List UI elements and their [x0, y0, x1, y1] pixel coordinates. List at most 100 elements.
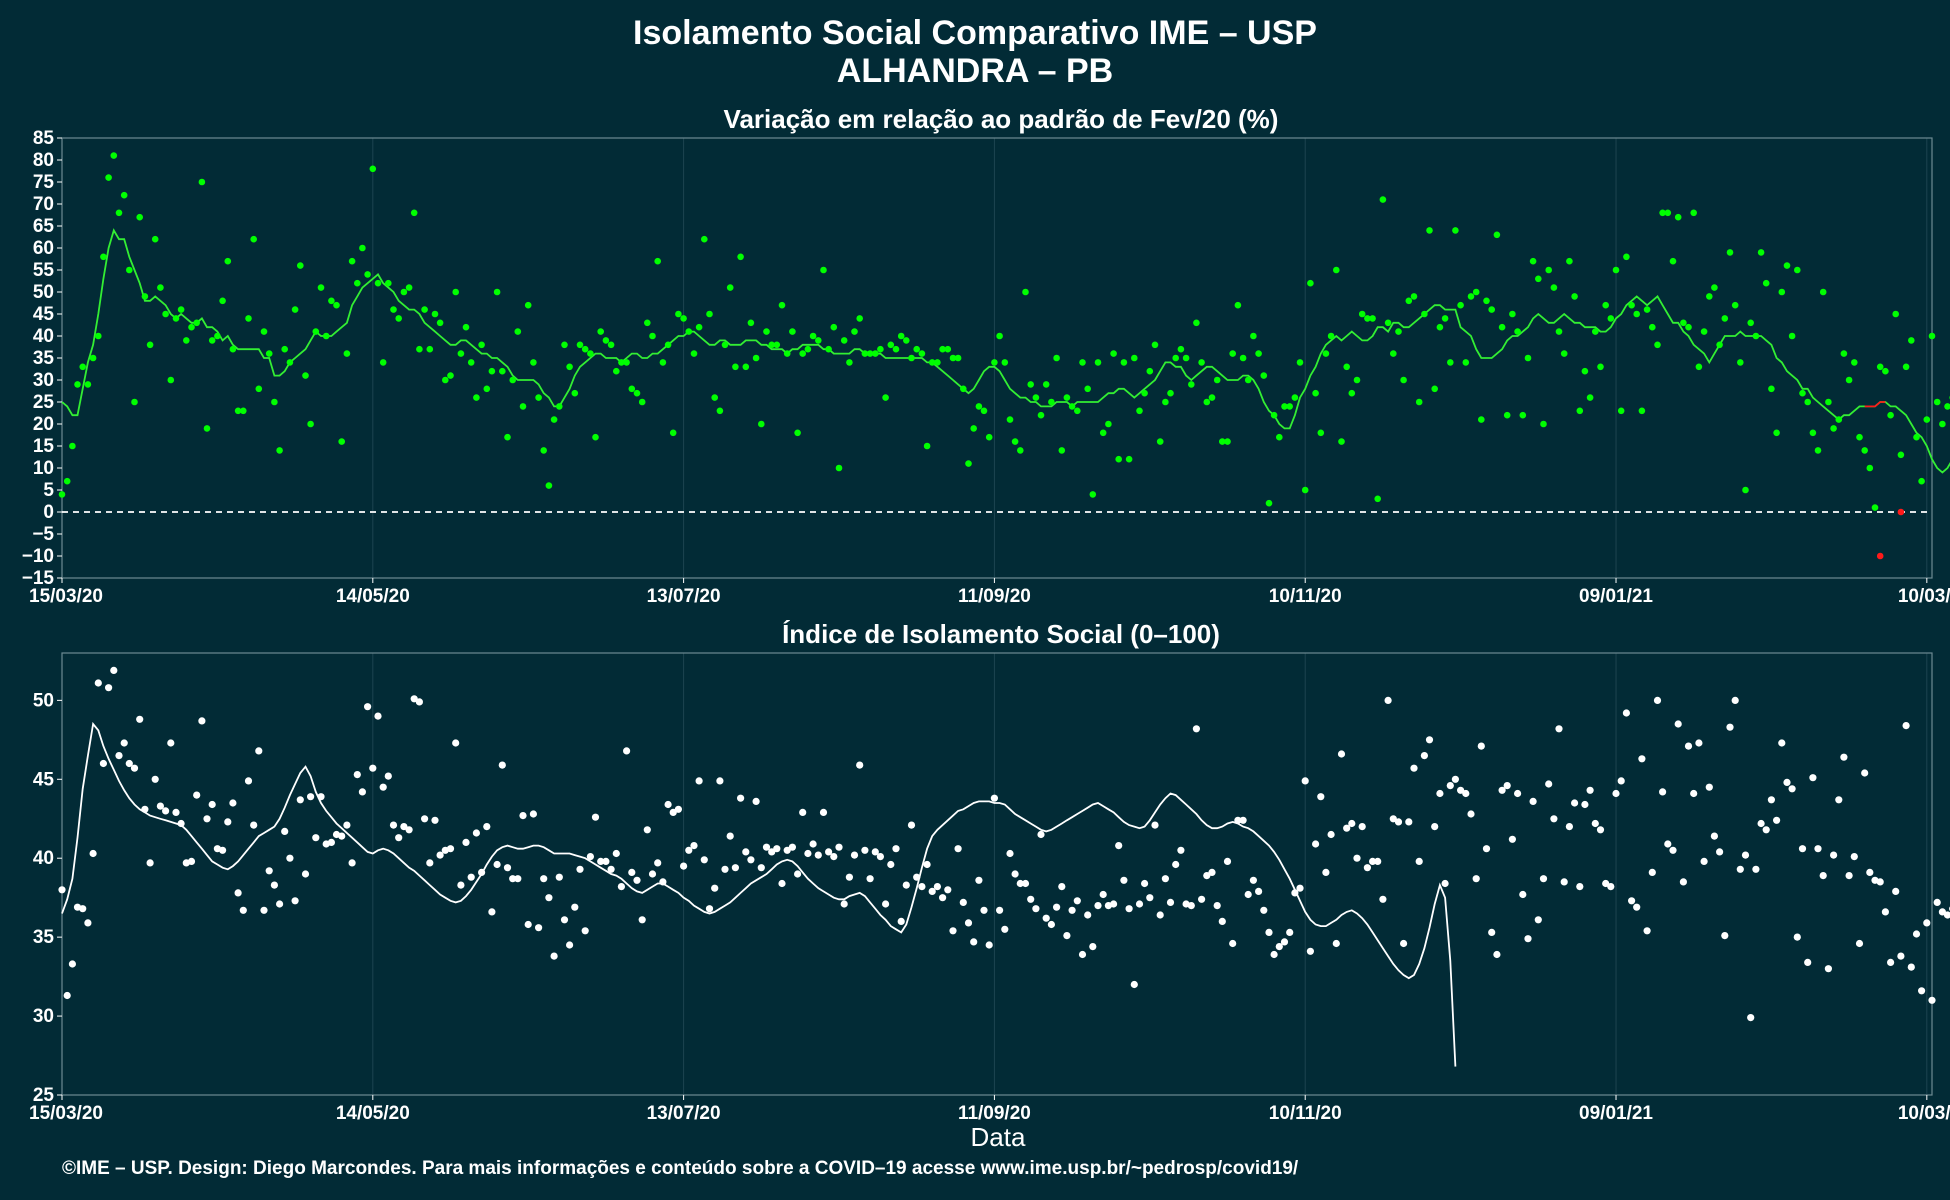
index-data-point: [1773, 816, 1781, 824]
index-data-point: [1441, 879, 1449, 888]
variation-data-point: [1690, 209, 1697, 217]
index-data-point: [1897, 952, 1905, 960]
index-data-point: [623, 747, 631, 755]
index-data-point: [1493, 950, 1501, 959]
variation-data-point: [1348, 389, 1356, 397]
variation-data-point: [447, 372, 454, 379]
index-data-point: [819, 808, 828, 817]
variation-data-point: [208, 337, 216, 344]
variation-data-point: [928, 359, 936, 366]
variation-data-point: [592, 433, 599, 441]
variation-data-point: [1390, 350, 1397, 357]
variation-data-point: [1602, 301, 1609, 309]
index-data-point: [151, 775, 159, 783]
index-data-point: [89, 849, 97, 858]
index-data-point: [990, 794, 999, 802]
variation-data-point: [1270, 411, 1278, 419]
index-data-point: [1545, 780, 1553, 788]
index-data-point: [498, 761, 506, 769]
index-data-point: [560, 916, 569, 924]
variation-data-point: [872, 350, 879, 357]
index-data-point: [1855, 939, 1864, 948]
index-data-point: [1498, 786, 1506, 794]
index-data-point: [1192, 725, 1200, 733]
index-data-point: [1053, 903, 1061, 911]
variation-data-point: [1379, 196, 1387, 203]
variation-data-point: [1695, 363, 1703, 371]
index-data-point: [1907, 963, 1915, 971]
y-tick-label: −15: [22, 568, 55, 589]
index-data-point: [1042, 914, 1050, 922]
y-tick-label: 45: [33, 304, 55, 325]
variation-data-point: [799, 350, 806, 357]
variation-data-point: [1151, 341, 1159, 349]
variation-data-point: [1431, 385, 1438, 393]
index-data-point: [643, 826, 651, 834]
index-data-point: [1669, 846, 1677, 854]
y-tick-label: 70: [33, 194, 54, 215]
variation-data-point: [390, 306, 397, 313]
index-data-point: [700, 856, 708, 864]
variation-data-point: [1581, 367, 1589, 375]
variation-data-point: [613, 367, 620, 375]
index-data-point: [690, 842, 698, 850]
variation-data-point: [1244, 376, 1252, 384]
index-data-point: [1296, 884, 1304, 892]
variation-data-point: [405, 284, 413, 291]
index-data-point: [426, 859, 434, 867]
variation-data-point: [783, 350, 791, 357]
variation-data-point: [1674, 213, 1682, 221]
index-data-point: [68, 960, 76, 968]
index-data-point: [1684, 742, 1693, 750]
variation-data-point: [421, 306, 428, 313]
variation-data-point: [1535, 275, 1542, 283]
index-data-point: [410, 695, 418, 703]
variation-data-point: [1327, 332, 1335, 340]
index-data-point: [1747, 1014, 1755, 1022]
index-data-point: [514, 875, 522, 883]
index-data-point: [1332, 939, 1340, 948]
variation-data-point: [1011, 438, 1019, 445]
variation-data-point: [1809, 429, 1817, 437]
variation-data-point: [146, 341, 154, 349]
index-data-point: [1156, 911, 1164, 919]
variation-data-point: [1053, 354, 1060, 362]
index-data-point: [1462, 789, 1470, 798]
variation-data-point: [1037, 411, 1045, 419]
index-data-point: [1358, 823, 1366, 831]
variation-data-point: [623, 359, 630, 366]
index-data-point: [581, 927, 589, 935]
variation-data-point: [219, 297, 226, 305]
index-data-point: [312, 834, 320, 842]
y-tick-label: 25: [33, 392, 55, 413]
variation-data-point: [276, 447, 283, 454]
index-data-point: [1804, 958, 1812, 967]
variation-data-point: [1286, 403, 1293, 410]
index-data-point: [415, 698, 423, 706]
index-data-point: [358, 788, 366, 796]
variation-data-point: [1472, 288, 1480, 296]
index-data-point: [58, 886, 66, 894]
index-data-point: [110, 666, 118, 675]
variation-data-point: [58, 491, 66, 498]
index-data-point: [939, 894, 947, 902]
index-data-point: [1824, 965, 1832, 973]
index-data-point: [421, 815, 429, 823]
index-data-point: [99, 759, 107, 768]
index-data-point: [1001, 925, 1009, 933]
variation-data-point: [861, 350, 869, 357]
index-data-point: [301, 870, 310, 878]
index-data-point: [1369, 857, 1377, 866]
index-data-point: [964, 919, 973, 927]
variation-data-point: [1529, 257, 1537, 265]
variation-data-point: [348, 257, 356, 265]
index-data-point: [1866, 868, 1874, 877]
variation-data-point: [877, 345, 884, 353]
index-data-point: [1752, 865, 1760, 873]
index-data-point: [633, 876, 641, 884]
index-data-point: [478, 868, 486, 877]
variation-data-point: [1213, 376, 1221, 384]
variation-data-point: [151, 235, 159, 243]
index-data-point: [1477, 742, 1485, 750]
variation-data-point: [1136, 407, 1143, 415]
